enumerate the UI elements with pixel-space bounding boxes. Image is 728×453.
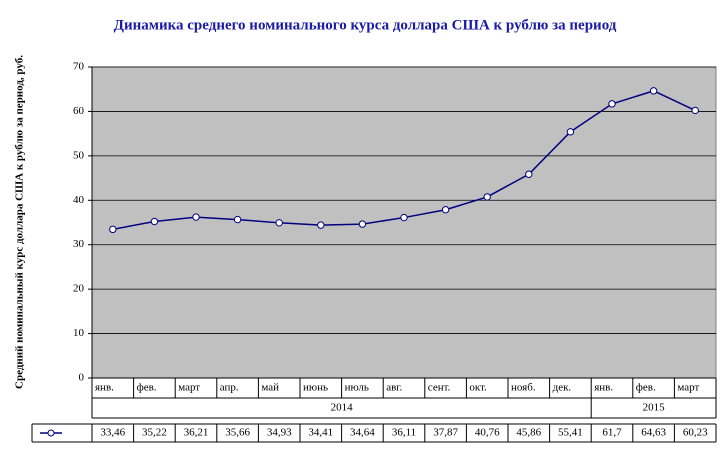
x-tick-label: март [677,382,699,394]
y-tick-label: 20 [73,283,85,295]
table-value: 36,11 [392,427,416,439]
y-tick-label: 60 [73,105,85,117]
y-tick-label: 40 [73,194,85,206]
point [109,225,117,234]
x-tick-label: янв. [95,382,114,394]
x-tick-label: фев. [137,382,157,394]
legend-key [47,429,55,437]
point [525,170,533,178]
table-value: 64,63 [641,427,666,439]
point [317,221,325,229]
point [691,106,699,115]
x-tick-label: март [178,382,200,394]
x-tick-label: авг. [386,382,402,394]
x-tick-label: фев. [636,382,656,394]
x-tick-label: июль [345,382,369,394]
point [441,206,450,214]
x-tick-label: май [261,382,279,394]
table-value: 35,66 [225,427,250,439]
point [566,128,575,136]
point [192,213,200,221]
y-tick-label: 50 [73,149,85,161]
y-tick-label: 30 [73,238,85,250]
x-tick-label: апр. [220,382,239,394]
table-value: 45,86 [516,427,541,439]
x-tick-label: июнь [303,382,328,394]
table-value: 35,22 [142,427,167,439]
table-value: 34,93 [267,427,292,439]
x-tick-label: сент. [428,382,451,394]
point [150,217,159,226]
table-value: 33,46 [100,427,125,439]
x-tick-label: янв. [594,382,613,394]
table-value: 60,23 [683,427,708,439]
point [483,193,491,201]
y-tick-label: 10 [73,327,85,339]
x-tick-label: окт. [469,382,487,394]
y-tick-label: 70 [73,61,85,73]
table-value: 34,41 [308,427,333,439]
point [275,219,283,227]
point [358,220,367,228]
group-label: 2014 [331,402,354,414]
x-tick-label: дек. [553,382,572,394]
x-tick-label: нояб. [511,382,536,394]
table-value: 55,41 [558,427,583,439]
table-value: 34,64 [350,427,375,439]
point [400,213,408,222]
plot-area [91,66,717,379]
point [233,215,242,224]
table-value: 37,87 [433,427,458,439]
chart-title: Динамика среднего номинального курса дол… [114,17,617,33]
point [608,100,616,108]
group-label: 2015 [643,402,666,414]
y-tick-label: 0 [79,372,85,384]
y-axis-label: Средний номинальный курс доллара США к р… [14,55,26,389]
table-value: 40,76 [475,427,500,439]
point [649,87,658,95]
table-value: 36,21 [184,427,209,439]
table-value: 61,7 [602,427,622,439]
